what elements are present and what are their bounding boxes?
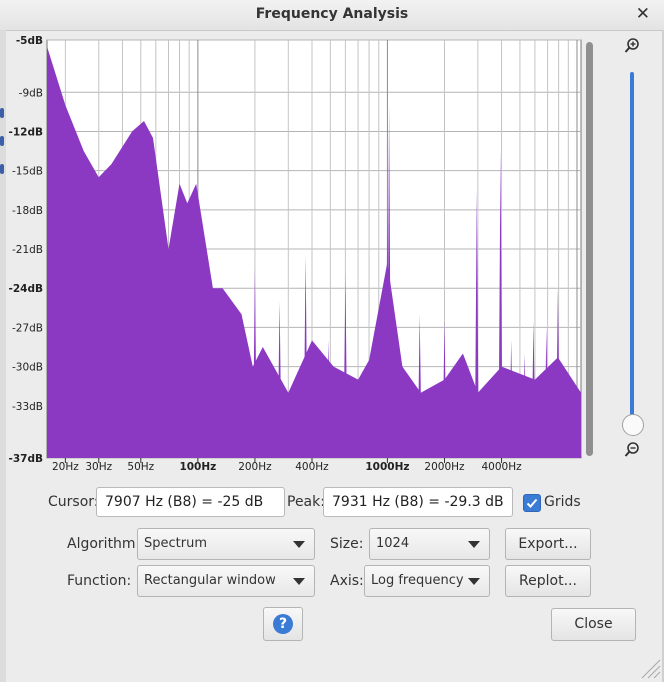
function-label: Function: bbox=[67, 573, 132, 589]
spectrum-peak bbox=[343, 275, 348, 458]
dropdown-arrow-icon bbox=[293, 578, 305, 585]
spectrum-area bbox=[47, 46, 581, 459]
y-tick-label: -21dB bbox=[12, 244, 43, 256]
y-tick-label: -9dB bbox=[19, 87, 43, 99]
y-tick-label: -15dB bbox=[12, 166, 43, 178]
help-button[interactable]: ? bbox=[263, 607, 303, 641]
peak-label: Peak: bbox=[287, 494, 325, 510]
spectrum-peak bbox=[277, 301, 282, 458]
spectrum-peak bbox=[555, 288, 560, 458]
spectrum-peak bbox=[442, 320, 447, 458]
spectrum-peak bbox=[381, 301, 386, 458]
background-window-edge bbox=[0, 30, 6, 682]
spectrum-peak bbox=[393, 340, 398, 458]
x-tick-label: 1000Hz bbox=[365, 461, 409, 473]
x-tick-label: 400Hz bbox=[295, 461, 329, 473]
spectrum-peak bbox=[498, 151, 503, 458]
function-select[interactable]: Rectangular window bbox=[137, 565, 315, 597]
replot-button[interactable]: Replot... bbox=[505, 565, 591, 597]
x-tick-label: 20Hz bbox=[52, 461, 79, 473]
y-tick-label: -30dB bbox=[12, 362, 43, 374]
y-tick-label: -27dB bbox=[12, 322, 43, 334]
algorithm-value: Spectrum bbox=[144, 536, 207, 551]
size-value: 1024 bbox=[376, 536, 410, 551]
resize-grip-icon[interactable] bbox=[636, 654, 662, 680]
x-tick-label: 4000Hz bbox=[481, 461, 522, 473]
peak-field[interactable]: 7931 Hz (B8) = -29.3 dB bbox=[323, 487, 513, 517]
x-tick-label: 100Hz bbox=[179, 461, 216, 473]
size-label: Size: bbox=[330, 536, 364, 552]
spectrum-peak bbox=[303, 255, 308, 458]
close-icon[interactable]: ✕ bbox=[635, 4, 650, 24]
zoom-slider-knob[interactable] bbox=[622, 414, 644, 436]
spectrum-peak bbox=[509, 340, 514, 458]
grids-label: Grids bbox=[544, 494, 581, 510]
x-axis-ticks bbox=[64, 458, 503, 463]
spectrum-peak bbox=[417, 314, 422, 458]
window-title: Frequency Analysis bbox=[255, 6, 409, 22]
dropdown-arrow-icon bbox=[468, 578, 480, 585]
checkmark-icon bbox=[526, 498, 538, 508]
spectrum-peak bbox=[474, 190, 479, 458]
plot-vertical-scrollbar[interactable] bbox=[586, 42, 593, 456]
x-tick-label: 30Hz bbox=[85, 461, 112, 473]
axis-label: Axis: bbox=[330, 573, 364, 589]
x-tick-label: 50Hz bbox=[127, 461, 154, 473]
x-tick-label: 200Hz bbox=[238, 461, 272, 473]
algorithm-select[interactable]: Spectrum bbox=[137, 528, 315, 560]
y-tick-label: -18dB bbox=[12, 205, 43, 217]
spectrum-peak bbox=[326, 340, 331, 458]
export-button[interactable]: Export... bbox=[505, 528, 591, 560]
dropdown-arrow-icon bbox=[468, 541, 480, 548]
title-bar: Frequency Analysis ✕ bbox=[0, 0, 664, 31]
spectrum-fill bbox=[47, 46, 581, 458]
spectrum-peak bbox=[252, 268, 257, 458]
y-tick-label: -37dB bbox=[9, 453, 44, 465]
spectrum-peak bbox=[387, 105, 392, 459]
zoom-slider-track[interactable] bbox=[630, 72, 634, 426]
spectrum-peak bbox=[531, 320, 536, 458]
zoom-in-icon[interactable] bbox=[624, 38, 640, 54]
size-select[interactable]: 1024 bbox=[369, 528, 490, 560]
window-right-edge bbox=[662, 30, 664, 682]
y-axis-labels: -5dB -9dB -12dB -15dB -18dB -21dB -24dB -27dB -3… bbox=[9, 35, 44, 465]
spectrum-peak bbox=[522, 353, 527, 458]
dropdown-arrow-icon bbox=[293, 541, 305, 548]
axis-value: Log frequency bbox=[371, 573, 464, 588]
spectrum-peak bbox=[544, 327, 549, 458]
x-axis-labels: 20Hz 30Hz 50Hz 100Hz 200Hz 400Hz 1000Hz 2000Hz 4… bbox=[52, 461, 522, 473]
x-tick-label: 2000Hz bbox=[424, 461, 465, 473]
y-tick-label: -33dB bbox=[12, 401, 43, 413]
y-tick-label: -12dB bbox=[9, 126, 44, 138]
grids-checkbox[interactable] bbox=[523, 494, 541, 512]
y-tick-label: -5dB bbox=[16, 35, 43, 47]
zoom-out-icon[interactable] bbox=[624, 442, 640, 458]
cursor-label: Cursor: bbox=[48, 494, 99, 510]
algorithm-label: Algorithm: bbox=[67, 536, 141, 552]
help-icon: ? bbox=[273, 614, 293, 634]
spectrum-plot[interactable]: -5dB -9dB -12dB -15dB -18dB -21dB -24dB -27dB -3… bbox=[0, 30, 620, 480]
y-tick-label: -24dB bbox=[9, 283, 44, 295]
function-value: Rectangular window bbox=[144, 573, 276, 588]
axis-select[interactable]: Log frequency bbox=[364, 565, 490, 597]
close-button[interactable]: Close bbox=[551, 608, 636, 641]
cursor-field[interactable]: 7907 Hz (B8) = -25 dB bbox=[96, 487, 285, 517]
